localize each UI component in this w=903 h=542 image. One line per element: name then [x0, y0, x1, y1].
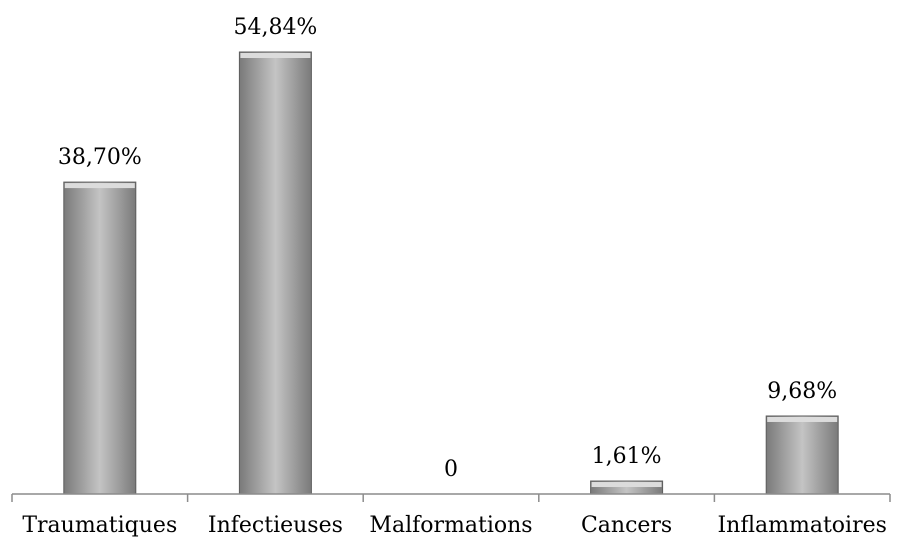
x-tick-label-inflammatoires: Inflammatoires [717, 513, 886, 538]
x-tick-label-cancers: Cancers [581, 513, 672, 538]
bar-infectieuses [238, 51, 312, 495]
x-tick-label-infectieuses: Infectieuses [208, 513, 343, 538]
x-axis [11, 493, 891, 502]
bar-inflammatoires [765, 415, 839, 495]
bar-bevel [591, 482, 662, 488]
bar-bevel [64, 183, 135, 189]
data-labels: 38,70% 54,84% 0 1,61% 9,68% [58, 15, 837, 482]
bars-layer [63, 51, 839, 495]
bar-traumatiques [63, 181, 137, 495]
data-label-infectieuses: 54,84% [233, 15, 317, 40]
x-tick-label-traumatiques: Traumatiques [22, 513, 177, 538]
data-label-cancers: 1,61% [592, 444, 662, 469]
data-label-traumatiques: 38,70% [58, 145, 142, 170]
data-label-inflammatoires: 9,68% [767, 379, 837, 404]
bar-bevel [240, 53, 311, 58]
x-tick-labels: Traumatiques Infectieuses Malformations Can… [22, 513, 887, 538]
x-tick-label-malformations: Malformations [369, 513, 532, 538]
bar-bevel [767, 416, 838, 422]
data-label-malformations: 0 [444, 457, 458, 482]
